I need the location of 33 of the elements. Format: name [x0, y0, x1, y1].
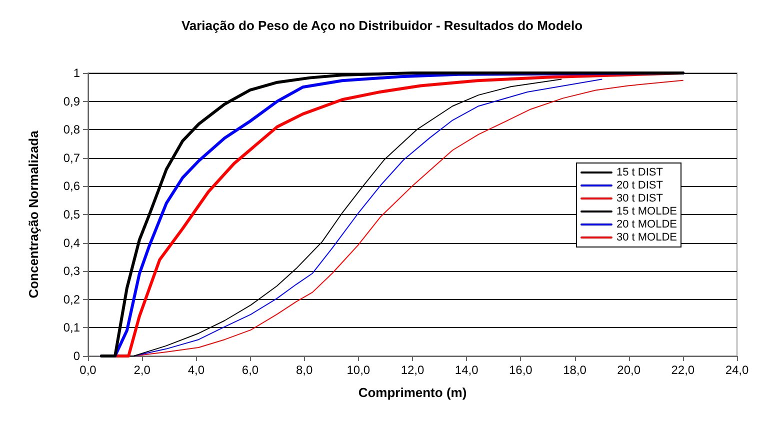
legend-label: 30 t DIST	[616, 192, 664, 204]
legend-label: 15 t MOLDE	[616, 206, 678, 218]
x-tick-label: 14,0	[454, 363, 479, 377]
x-tick-label: 4,0	[188, 363, 205, 377]
y-tick-label: 0,6	[63, 179, 80, 194]
legend-label: 20 t MOLDE	[616, 218, 678, 230]
y-axis-title: Concentração Normalizada	[26, 130, 41, 298]
x-tick-label: 8,0	[296, 363, 313, 377]
x-tick-label: 22,0	[671, 363, 695, 377]
x-tick-label: 24,0	[725, 363, 749, 377]
x-tick-label: 2,0	[134, 363, 151, 377]
x-axis-title: Comprimento (m)	[358, 385, 467, 400]
x-tick-label: 18,0	[563, 363, 587, 377]
y-tick-label: 0,3	[63, 264, 80, 278]
y-tick-label: 0,8	[63, 122, 80, 137]
y-tick-label: 0,2	[63, 292, 80, 306]
legend-label: 20 t DIST	[616, 180, 664, 192]
legend-label: 30 t MOLDE	[616, 232, 678, 244]
y-tick-label: 0,1	[63, 320, 80, 335]
legend-label: 15 t DIST	[616, 166, 664, 178]
x-tick-label: 0,0	[80, 363, 97, 377]
x-tick-label: 20,0	[617, 363, 641, 377]
x-tick-label: 10,0	[346, 363, 370, 377]
y-tick-label: 0,9	[63, 94, 80, 108]
chart-title: Variação do Peso de Aço no Distribuidor - Resultados do Modelo	[181, 18, 583, 33]
y-tick-label: 1	[73, 66, 80, 80]
y-tick-label: 0,7	[63, 150, 80, 165]
x-tick-label: 12,0	[400, 363, 424, 377]
x-tick-label: 6,0	[242, 363, 259, 377]
x-tick-label: 16,0	[508, 363, 533, 377]
y-tick-label: 0,5	[63, 208, 80, 222]
y-tick-label: 0,4	[63, 236, 80, 250]
y-tick-label: 0	[73, 349, 80, 363]
